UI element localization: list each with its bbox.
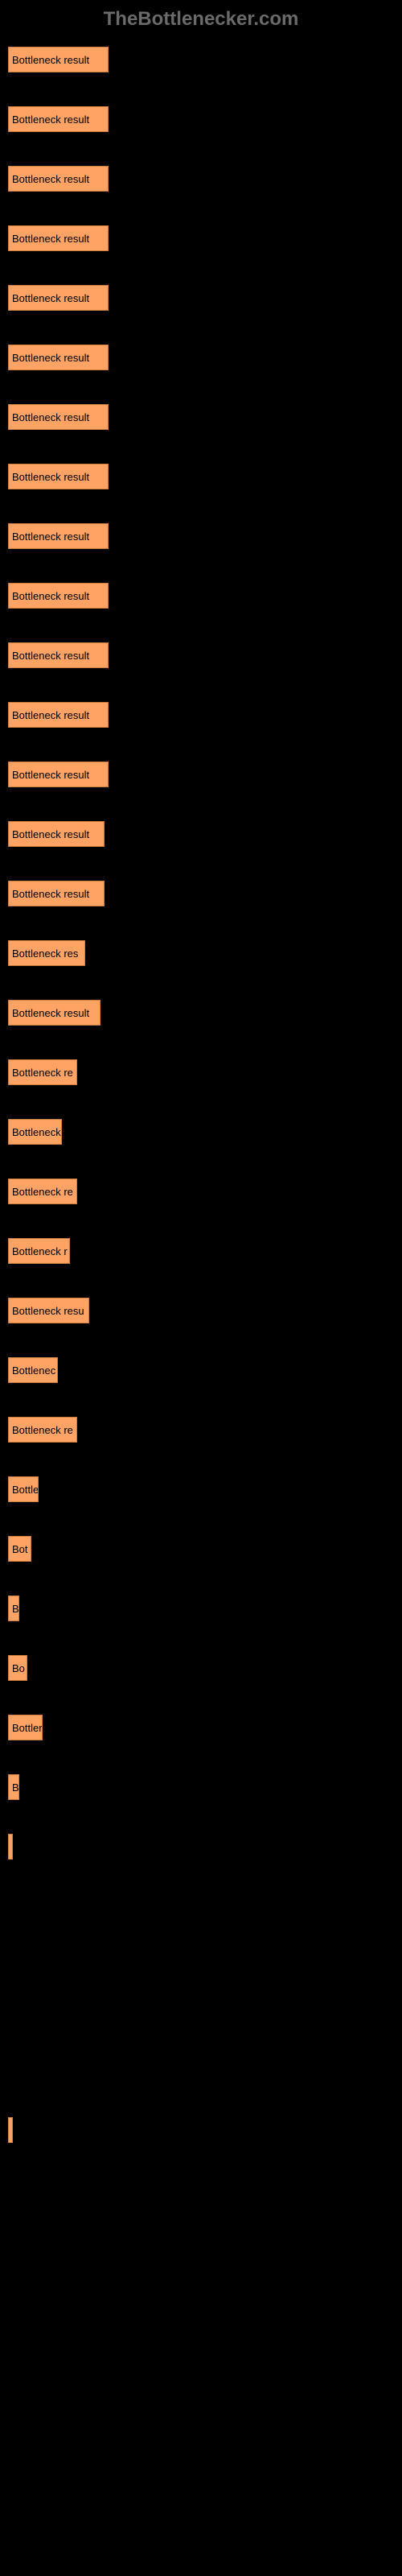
bar-label: Bottleneck result [12,173,89,185]
bar-row: Bottleneck result [8,523,394,549]
bar-label: Bottleneck result [12,411,89,423]
chart-bar [8,1834,13,1860]
chart-bar: Bottleneck result [8,106,109,132]
chart-bar: Bottlenec [8,1357,58,1383]
chart-bar: Bottleneck result [8,642,109,668]
chart-bar: Bottleneck r [8,1238,70,1264]
bar-row: Bottleneck result [8,345,394,370]
chart-bar: Bottleneck result [8,881,105,906]
bar-label: Bottleneck result [12,530,89,543]
bar-row: Bottleneck result [8,285,394,311]
bar-row: Bottleneck result [8,404,394,430]
bar-row: Bot [8,1536,394,1562]
bar-label: Bottleneck result [12,1007,89,1019]
chart-bar: Bottleneck result [8,47,109,72]
bar-row: Bottleneck re [8,1417,394,1443]
bar-label: Bottler [12,1722,43,1734]
chart-bar: Bottleneck result [8,762,109,787]
bar-row: Bo [8,1655,394,1681]
bar-label: Bottleneck result [12,352,89,364]
chart-bar: B [8,1596,19,1621]
bar-label: Bottleneck result [12,828,89,840]
bar-label: Bottleneck re [12,1424,73,1436]
chart-bar: Bottleneck result [8,285,109,311]
chart-bar: B [8,1774,19,1800]
chart-bar: Bottleneck result [8,166,109,192]
bar-label: Bottleneck result [12,114,89,126]
bar-row: Bottler [8,1715,394,1740]
bar-row [8,2117,394,2143]
bar-row: Bottleneck result [8,106,394,132]
bar-label: Bottleneck result [12,769,89,781]
bar-label: Bottleneck result [12,709,89,721]
bar-label: Bottle [12,1484,39,1496]
bar-row: Bottleneck result [8,1000,394,1026]
chart-bar: Bottleneck re [8,1179,77,1204]
bar-label: Bottleneck result [12,54,89,66]
bar-row: Bottleneck result [8,702,394,728]
chart-bar: Bot [8,1536,31,1562]
chart-bar: Bottleneck result [8,583,109,609]
bar-row: Bottleneck res [8,940,394,966]
chart-bar: Bottleneck result [8,1000,100,1026]
bar-label: Bottleneck result [12,292,89,304]
chart-bar: Bottleneck result [8,821,105,847]
bar-label: Bottleneck [12,1126,61,1138]
bar-label: Bottleneck result [12,590,89,602]
bar-row: Bottlenec [8,1357,394,1383]
bar-label: B [12,1781,19,1794]
bar-row: Bottleneck result [8,464,394,489]
chart-bar: Bottleneck res [8,940,85,966]
bar-label: Bottleneck result [12,650,89,662]
bar-row: B [8,1774,394,1800]
bar-row: Bottleneck [8,1119,394,1145]
bar-label: Bo [12,1662,25,1674]
chart-bar: Bottleneck result [8,225,109,251]
chart-bar: Bottleneck result [8,404,109,430]
bar-label: Bottleneck result [12,471,89,483]
chart-bar: Bottle [8,1476,39,1502]
chart-bar: Bottleneck re [8,1417,77,1443]
chart-bar: Bottleneck result [8,464,109,489]
bar-label: Bottleneck r [12,1245,68,1257]
bar-row: Bottleneck result [8,166,394,192]
chart-bar: Bottler [8,1715,43,1740]
bar-row: Bottleneck re [8,1179,394,1204]
bar-label: Bottleneck re [12,1186,73,1198]
bar-row: Bottleneck re [8,1059,394,1085]
chart-bar: Bottleneck resu [8,1298,89,1323]
bar-row: Bottleneck result [8,642,394,668]
bar-row: Bottle [8,1476,394,1502]
chart-bar: Bo [8,1655,27,1681]
bar-row: Bottleneck result [8,583,394,609]
bar-row: Bottleneck result [8,881,394,906]
bar-label: Bottleneck result [12,233,89,245]
bar-label: Bot [12,1543,28,1555]
chart-bar: Bottleneck result [8,523,109,549]
bar-label: Bottleneck result [12,888,89,900]
bar-label: B [12,1603,19,1615]
watermark-text: TheBottlenecker.com [0,8,402,31]
bar-label: Bottleneck res [12,947,78,960]
bar-row: Bottleneck r [8,1238,394,1264]
bar-row: Bottleneck result [8,225,394,251]
chart-bar: Bottleneck [8,1119,62,1145]
bar-label: Bottleneck resu [12,1305,84,1317]
chart-bar: Bottleneck result [8,345,109,370]
bar-row: Bottleneck result [8,762,394,787]
bar-label: Bottleneck re [12,1067,73,1079]
chart-bar: Bottleneck result [8,702,109,728]
bar-label: Bottlenec [12,1364,55,1377]
bar-row: B [8,1596,394,1621]
chart-bar: Bottleneck re [8,1059,77,1085]
bar-row: Bottleneck result [8,47,394,72]
chart-bar [8,2117,13,2143]
bar-row: Bottleneck result [8,821,394,847]
bar-row [8,1834,394,1860]
bar-chart: Bottleneck result Bottleneck result Bottle… [0,47,402,2143]
bar-row: Bottleneck resu [8,1298,394,1323]
